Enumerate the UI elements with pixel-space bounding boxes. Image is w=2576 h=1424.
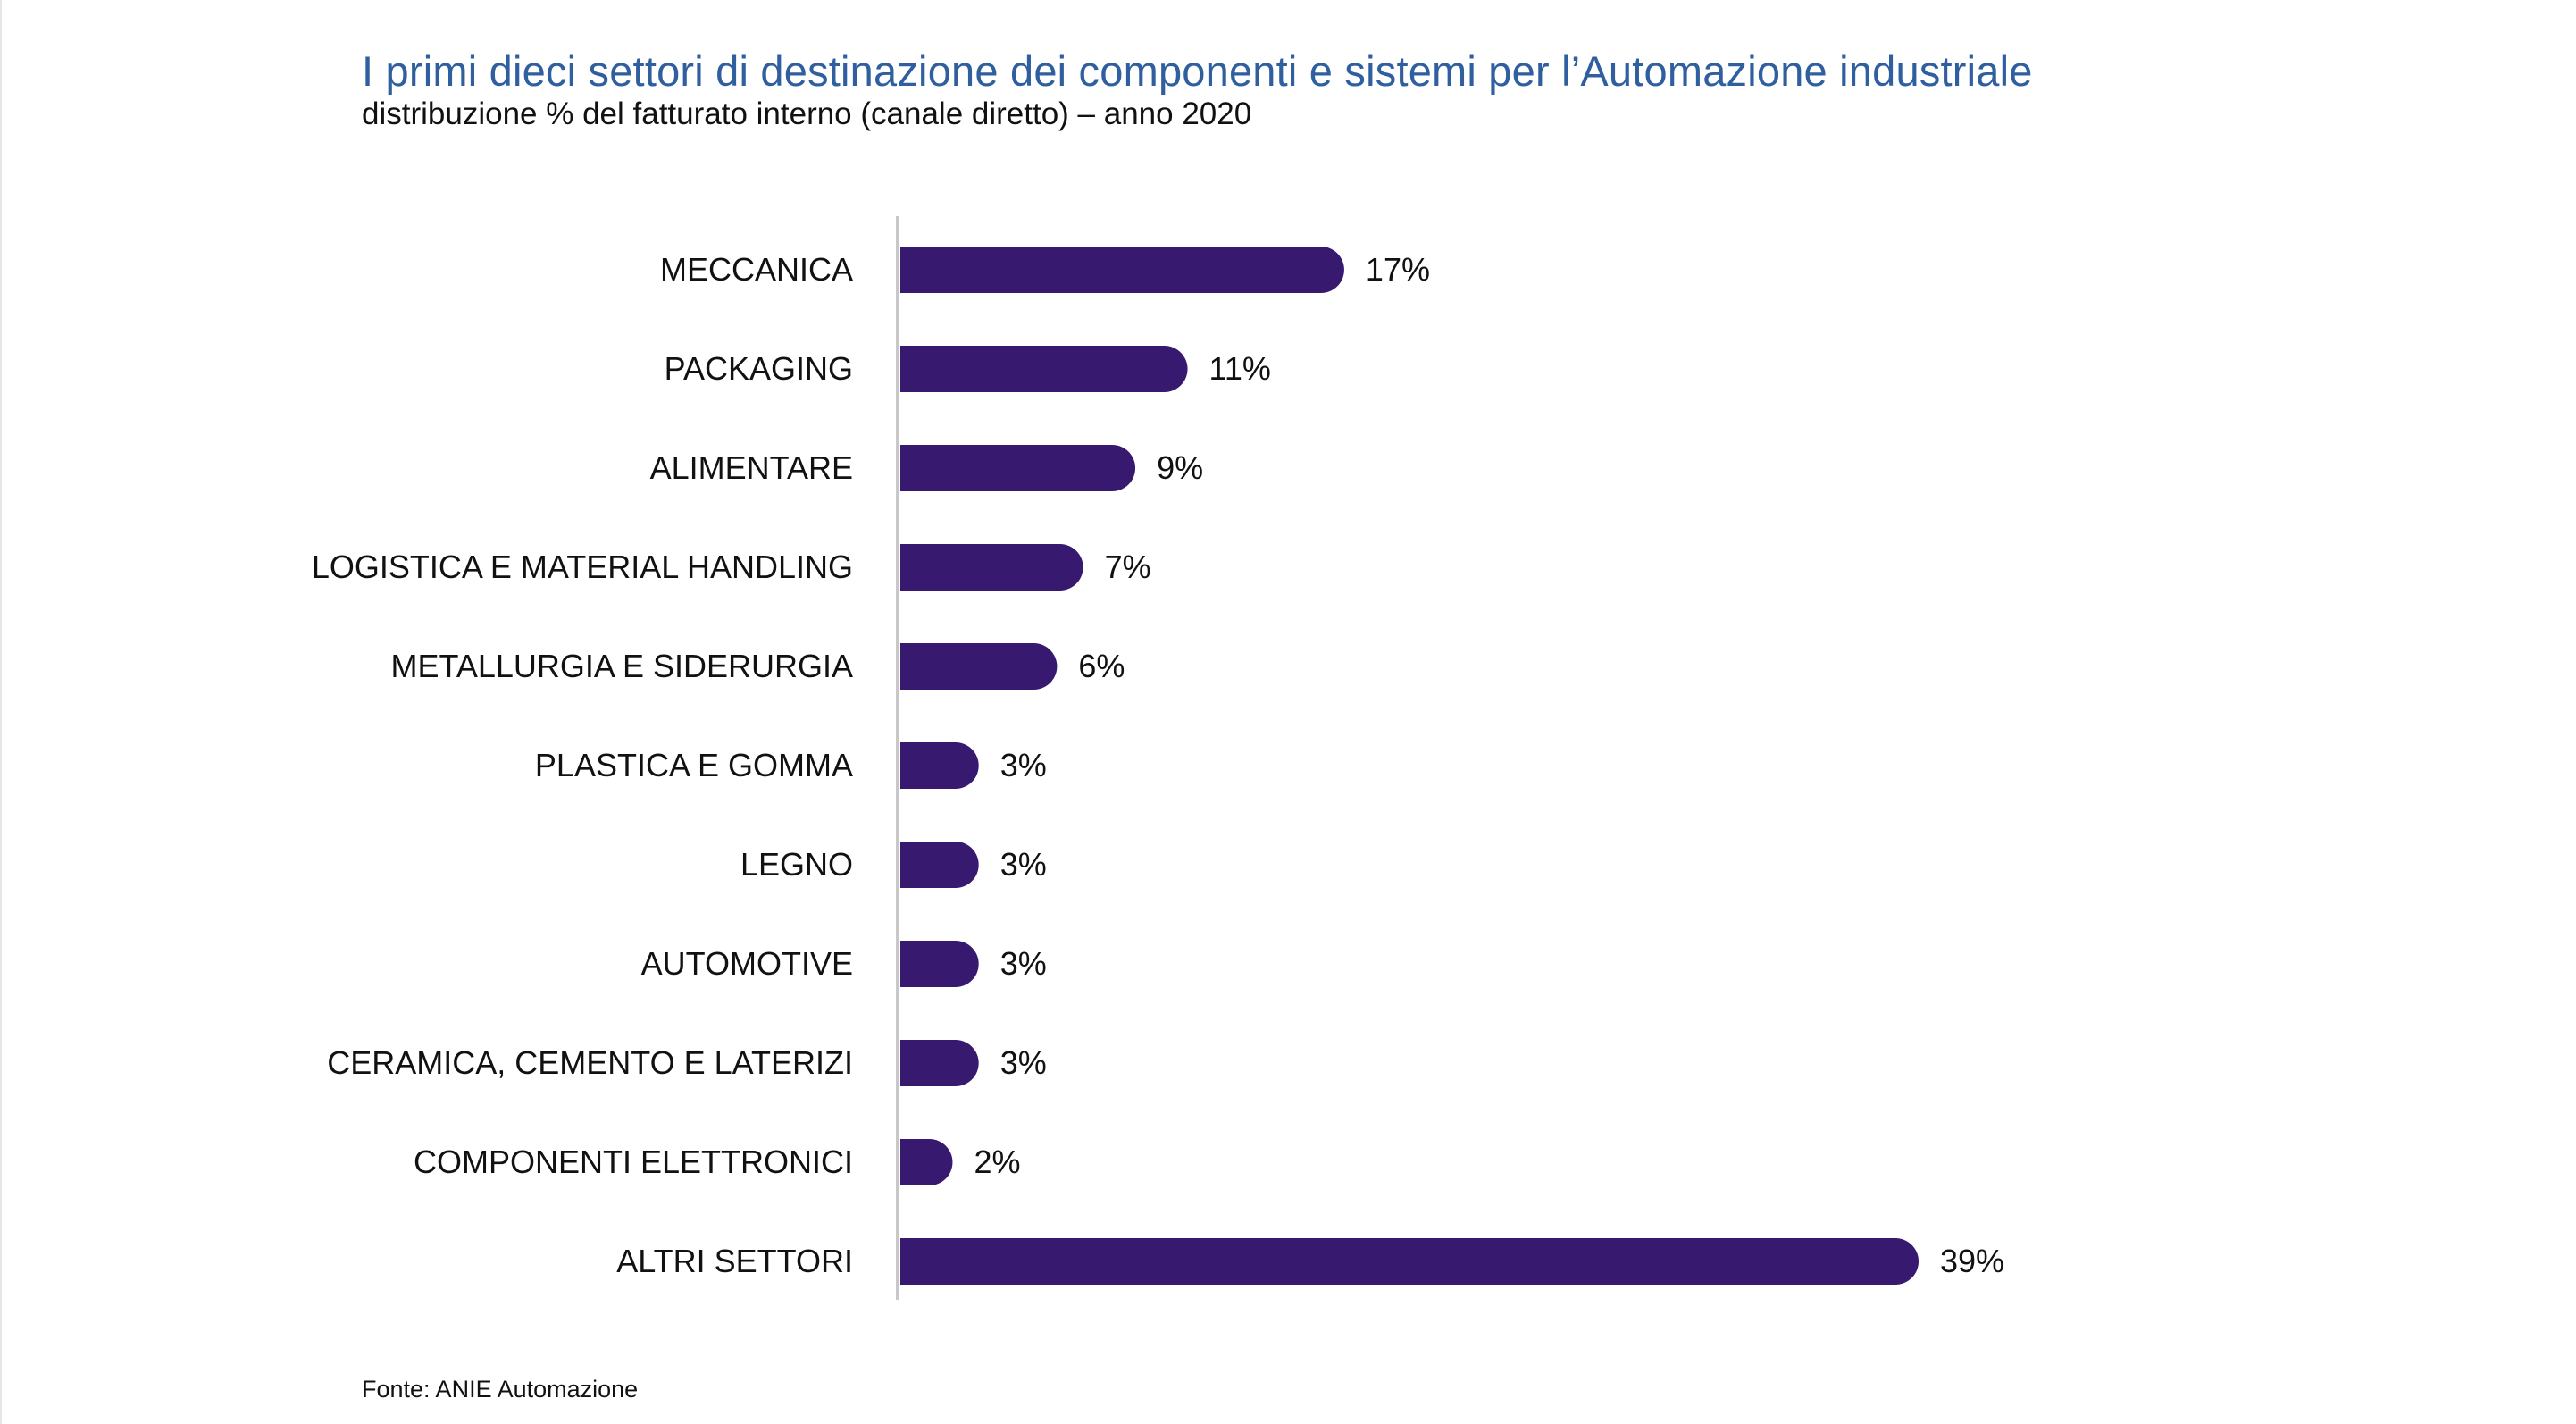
bar-8 <box>900 1040 979 1086</box>
bar-4 <box>900 643 1058 690</box>
category-label-9: COMPONENTI ELETTRONICI <box>414 1143 853 1180</box>
category-label-6: LEGNO <box>740 846 853 883</box>
value-label-10: 39% <box>1940 1243 2004 1279</box>
category-label-3: LOGISTICA E MATERIAL HANDLING <box>312 549 853 585</box>
category-label-1: PACKAGING <box>665 350 853 387</box>
chart-subtitle: distribuzione % del fatturato interno (c… <box>362 96 1252 131</box>
category-label-0: MECCANICA <box>660 251 853 288</box>
bar-3 <box>900 544 1083 591</box>
value-label-6: 3% <box>1000 846 1047 883</box>
category-label-8: CERAMICA, CEMENTO E LATERIZI <box>327 1044 853 1081</box>
chart-title: I primi dieci settori di destinazione de… <box>362 47 2033 95</box>
value-label-5: 3% <box>1000 747 1047 783</box>
bar-1 <box>900 346 1188 392</box>
value-label-7: 3% <box>1000 945 1047 982</box>
source-note: Fonte: ANIE Automazione <box>362 1376 639 1403</box>
bar-10 <box>900 1238 1919 1285</box>
category-label-5: PLASTICA E GOMMA <box>535 747 853 783</box>
value-label-8: 3% <box>1000 1044 1047 1081</box>
value-label-3: 7% <box>1105 549 1151 585</box>
bar-9 <box>900 1139 953 1185</box>
value-label-9: 2% <box>974 1143 1020 1180</box>
category-label-10: ALTRI SETTORI <box>616 1243 853 1279</box>
bar-5 <box>900 742 979 789</box>
value-label-0: 17% <box>1366 251 1430 288</box>
value-label-4: 6% <box>1078 648 1125 684</box>
category-label-4: METALLURGIA E SIDERURGIA <box>391 648 853 684</box>
bar-6 <box>900 842 979 888</box>
bar-7 <box>900 941 979 987</box>
value-label-2: 9% <box>1157 449 1203 486</box>
bar-0 <box>900 247 1344 293</box>
value-label-1: 11% <box>1209 350 1271 387</box>
category-label-7: AUTOMOTIVE <box>641 945 853 982</box>
left-frame-line <box>0 0 2 1424</box>
bar-2 <box>900 445 1136 491</box>
category-label-2: ALIMENTARE <box>650 449 853 486</box>
